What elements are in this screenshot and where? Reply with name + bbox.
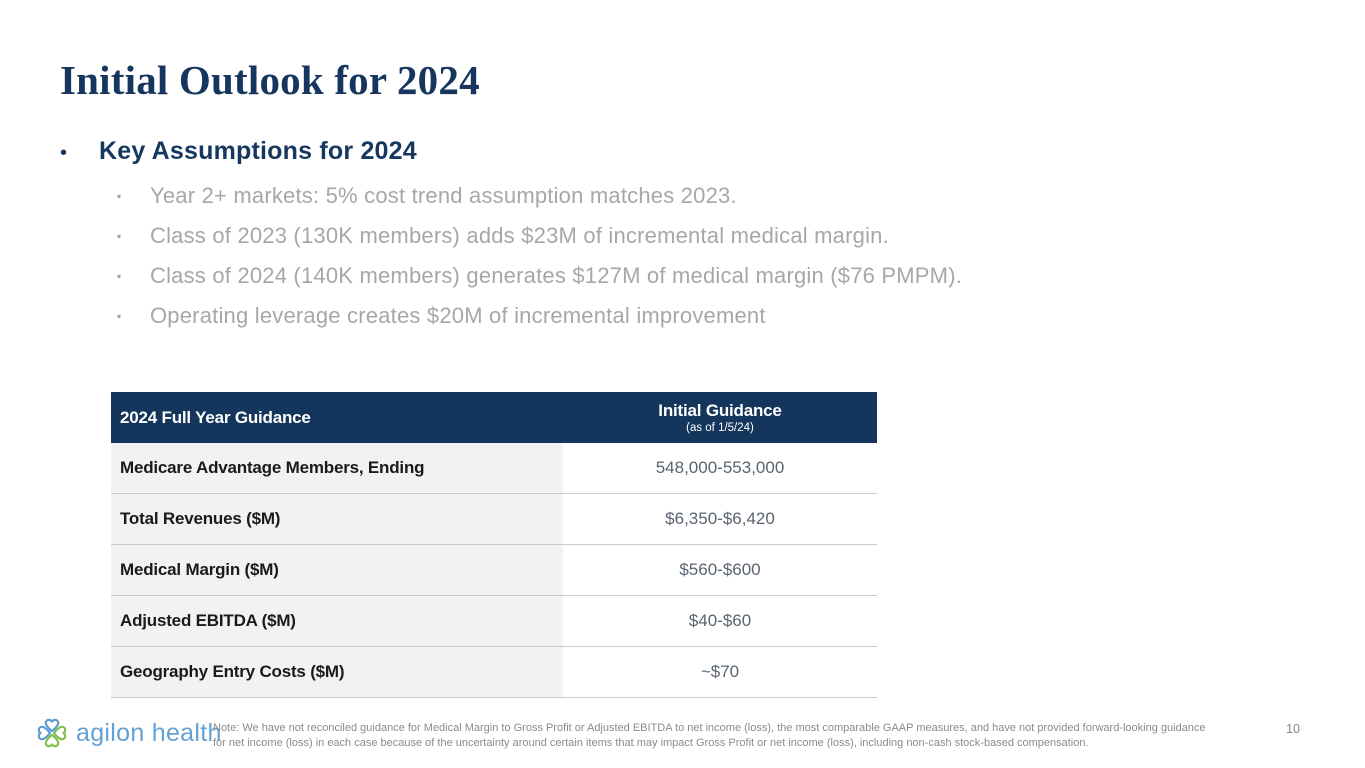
key-assumptions-heading: • Key Assumptions for 2024 [60, 137, 417, 166]
row-label: Total Revenues ($M) [111, 494, 563, 544]
logo-wordmark: agilon health [76, 718, 222, 747]
table-row: Medical Margin ($M) $560-$600 [111, 545, 877, 596]
assumption-text: Class of 2024 (140K members) generates $… [150, 262, 963, 288]
row-label: Medicare Advantage Members, Ending [111, 443, 563, 493]
table-row: Adjusted EBITDA ($M) $40-$60 [111, 596, 877, 647]
list-item: ▪ Class of 2023 (130K members) adds $23M… [117, 222, 962, 248]
guidance-table: 2024 Full Year Guidance Initial Guidance… [111, 392, 877, 698]
table-header-label: 2024 Full Year Guidance [120, 407, 311, 427]
page-title: Initial Outlook for 2024 [60, 57, 480, 103]
footnote: Note: We have not reconciled guidance fo… [213, 721, 1283, 750]
row-value: ~$70 [563, 647, 877, 697]
as-of-date: (as of 1/5/24) [686, 422, 754, 434]
row-label: Geography Entry Costs ($M) [111, 647, 563, 697]
square-bullet-icon: ▪ [117, 228, 122, 243]
assumption-text: Class of 2023 (130K members) adds $23M o… [150, 222, 889, 248]
footnote-line-1: Note: We have not reconciled guidance fo… [213, 722, 1206, 734]
assumptions-list: ▪ Year 2+ markets: 5% cost trend assumpt… [117, 182, 963, 344]
agilon-health-logo: agilon health [33, 714, 222, 752]
row-label: Medical Margin ($M) [111, 545, 563, 595]
agilon-clover-icon [33, 714, 71, 752]
initial-guidance-title: Initial Guidance [658, 401, 782, 420]
row-label: Adjusted EBITDA ($M) [111, 596, 563, 646]
list-item: ▪ Year 2+ markets: 5% cost trend assumpt… [117, 182, 962, 208]
row-value: 548,000-553,000 [563, 443, 877, 493]
square-bullet-icon: ▪ [117, 268, 122, 283]
assumption-text: Year 2+ markets: 5% cost trend assumptio… [150, 182, 737, 208]
table-row: Medicare Advantage Members, Ending 548,0… [111, 443, 877, 494]
row-value: $560-$600 [563, 545, 877, 595]
list-item: ▪ Class of 2024 (140K members) generates… [117, 262, 963, 288]
row-value: $6,350-$6,420 [563, 494, 877, 544]
assumption-text: Operating leverage creates $20M of incre… [150, 302, 766, 328]
row-value: $40-$60 [563, 596, 877, 646]
table-header-value-column: Initial Guidance (as of 1/5/24) [563, 392, 877, 443]
footnote-line-2: for net income (loss) in each case becau… [213, 736, 1089, 749]
key-assumptions-label: Key Assumptions for 2024 [99, 137, 417, 165]
square-bullet-icon: ▪ [117, 188, 122, 203]
page-number: 10 [1286, 722, 1300, 736]
list-item: ▪ Operating leverage creates $20M of inc… [117, 302, 962, 328]
table-row: Geography Entry Costs ($M) ~$70 [111, 647, 877, 698]
square-bullet-icon: ▪ [117, 308, 122, 323]
table-header-row: 2024 Full Year Guidance Initial Guidance… [111, 392, 877, 443]
table-row: Total Revenues ($M) $6,350-$6,420 [111, 494, 877, 545]
round-bullet-icon: • [60, 142, 68, 164]
